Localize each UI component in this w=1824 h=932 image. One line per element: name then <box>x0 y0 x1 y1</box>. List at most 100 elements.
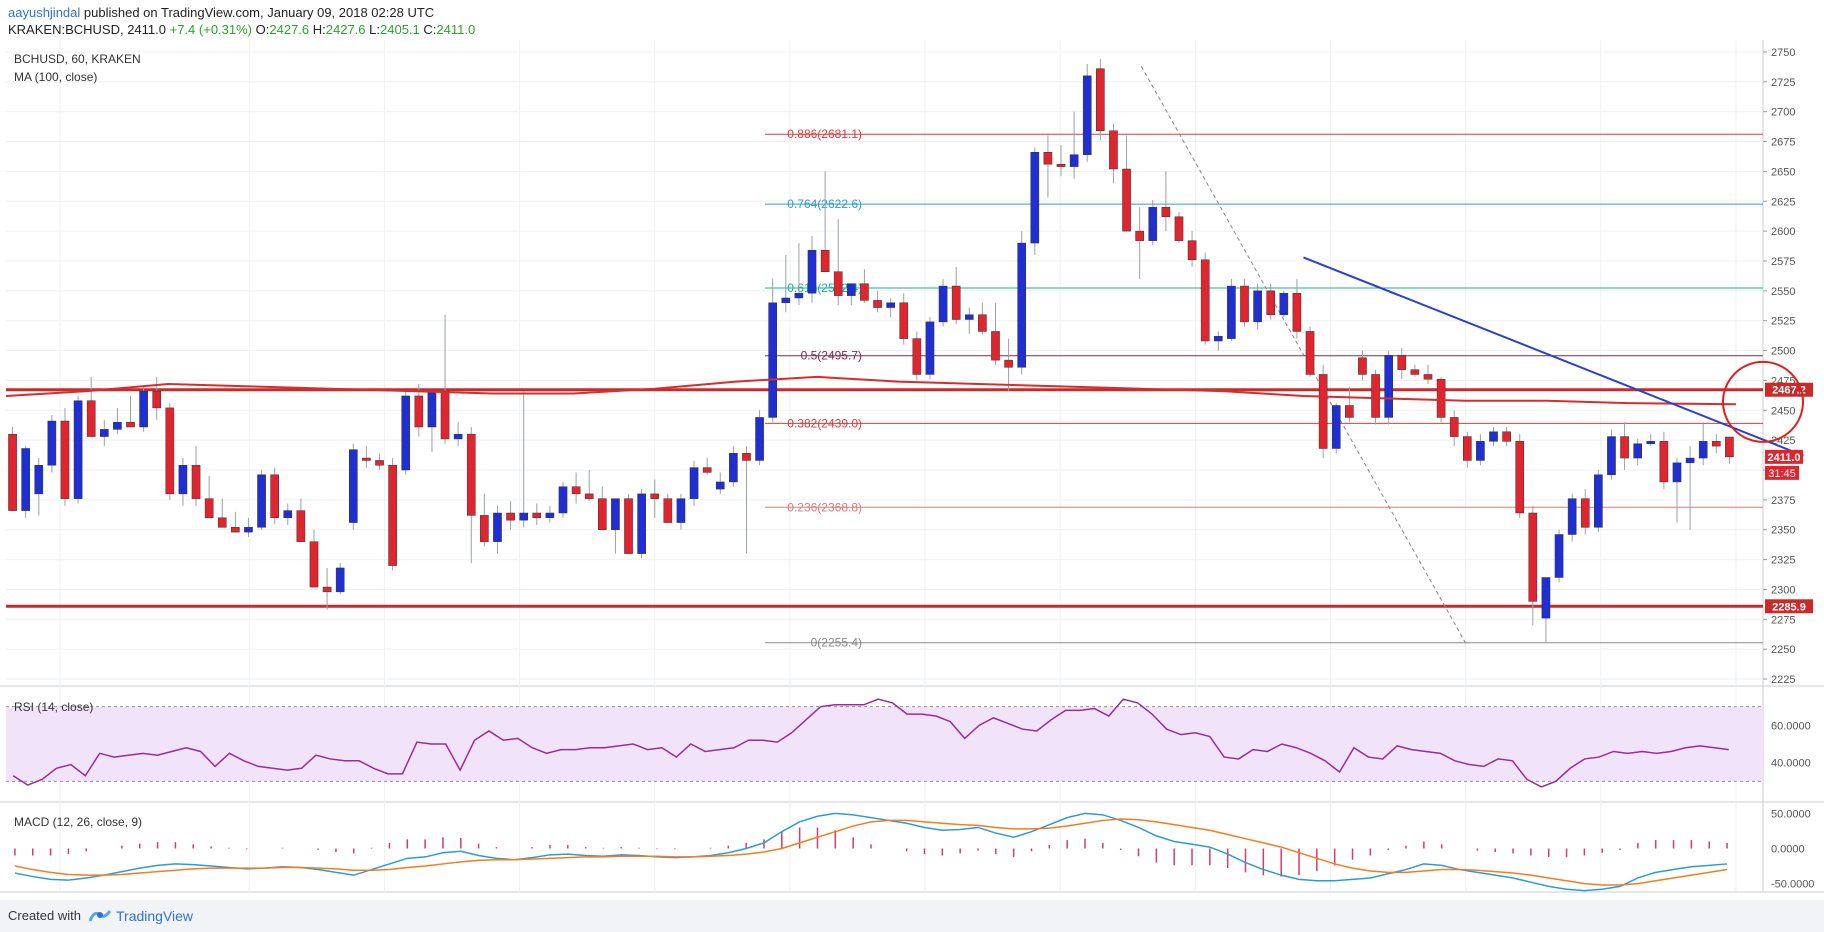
candle[interactable] <box>991 331 1000 361</box>
candle[interactable] <box>86 400 96 437</box>
candle[interactable] <box>139 390 148 428</box>
candle[interactable] <box>60 420 70 499</box>
candle[interactable] <box>663 498 673 523</box>
candle[interactable] <box>676 498 686 523</box>
candle[interactable] <box>715 481 725 490</box>
candle[interactable] <box>244 527 253 533</box>
candle[interactable] <box>388 464 397 566</box>
candle[interactable] <box>1672 462 1682 483</box>
candle[interactable] <box>466 433 476 516</box>
candle[interactable] <box>558 486 568 514</box>
candle[interactable] <box>427 390 437 428</box>
candle[interactable] <box>1305 331 1315 375</box>
candle[interactable] <box>1607 436 1616 476</box>
candle[interactable] <box>73 400 83 499</box>
candle[interactable] <box>1633 443 1642 459</box>
candle[interactable] <box>1358 357 1367 375</box>
candle[interactable] <box>978 314 987 332</box>
candle[interactable] <box>362 457 371 461</box>
candle[interactable] <box>1371 374 1380 418</box>
candle[interactable] <box>1384 355 1393 418</box>
candle[interactable] <box>1476 441 1485 461</box>
candle[interactable] <box>650 493 660 499</box>
candle[interactable] <box>8 433 17 511</box>
candle[interactable] <box>1056 163 1066 167</box>
candle[interactable] <box>1213 335 1223 342</box>
chart-area[interactable]: 2225225022752300232523502375240024252450… <box>0 40 1824 900</box>
candle[interactable] <box>1554 534 1564 578</box>
candle[interactable] <box>309 541 319 588</box>
candle[interactable] <box>1685 457 1695 464</box>
candle[interactable] <box>611 498 620 530</box>
candle[interactable] <box>1266 290 1276 315</box>
candle[interactable] <box>47 420 57 466</box>
candle[interactable] <box>545 512 555 519</box>
candle[interactable] <box>1017 242 1027 368</box>
candle[interactable] <box>99 429 109 437</box>
candle[interactable] <box>1331 405 1341 449</box>
candle[interactable] <box>1345 405 1354 418</box>
candle[interactable] <box>126 421 135 428</box>
candle[interactable] <box>1698 441 1708 459</box>
candle[interactable] <box>1187 240 1197 261</box>
candle[interactable] <box>191 464 201 499</box>
author-link[interactable]: aayushjindal <box>8 5 81 20</box>
candle[interactable] <box>1594 474 1603 528</box>
candle[interactable] <box>794 292 804 299</box>
candle[interactable] <box>519 512 528 521</box>
candle[interactable] <box>1489 431 1498 442</box>
candle[interactable] <box>1292 292 1302 332</box>
candle[interactable] <box>1200 259 1210 342</box>
candle[interactable] <box>270 474 279 519</box>
candle[interactable] <box>296 510 306 542</box>
candle[interactable] <box>1515 441 1525 514</box>
candle[interactable] <box>1711 441 1721 447</box>
candle[interactable] <box>624 498 633 554</box>
candle[interactable] <box>401 395 411 471</box>
candle[interactable] <box>1502 431 1511 442</box>
candle[interactable] <box>584 493 594 499</box>
candle[interactable] <box>1069 154 1079 167</box>
candle[interactable] <box>283 510 293 519</box>
candle[interactable] <box>231 527 240 533</box>
candle[interactable] <box>951 285 961 320</box>
candle[interactable] <box>1449 417 1459 437</box>
candle[interactable] <box>912 338 922 375</box>
candle[interactable] <box>480 515 489 542</box>
candle[interactable] <box>755 417 764 461</box>
candle[interactable] <box>873 300 882 308</box>
candle[interactable] <box>637 493 646 554</box>
candle[interactable] <box>860 283 869 301</box>
candle[interactable] <box>335 567 345 593</box>
candle[interactable] <box>1043 152 1053 165</box>
candle[interactable] <box>414 395 424 428</box>
candle[interactable] <box>1436 378 1446 418</box>
candle[interactable] <box>165 407 175 495</box>
candle[interactable] <box>1567 498 1577 535</box>
candle[interactable] <box>781 297 791 304</box>
candle[interactable] <box>1580 498 1590 528</box>
candle[interactable] <box>453 433 463 440</box>
candle[interactable] <box>1462 436 1472 461</box>
candle[interactable] <box>532 512 542 519</box>
trendline[interactable] <box>1303 256 1804 457</box>
candle[interactable] <box>1279 292 1289 315</box>
candle[interactable] <box>217 517 227 528</box>
candle[interactable] <box>1725 436 1734 458</box>
candle[interactable] <box>1253 290 1262 323</box>
candle[interactable] <box>21 448 30 511</box>
candle[interactable] <box>1646 441 1656 444</box>
candle[interactable] <box>204 498 214 519</box>
candle[interactable] <box>1620 436 1629 459</box>
candle[interactable] <box>964 314 974 320</box>
candle[interactable] <box>506 512 515 521</box>
candle[interactable] <box>1240 285 1249 323</box>
candle[interactable] <box>1659 441 1669 483</box>
candle[interactable] <box>1410 369 1420 375</box>
candle[interactable] <box>1423 374 1433 380</box>
candle[interactable] <box>938 285 948 323</box>
candle[interactable] <box>34 464 44 495</box>
candle[interactable] <box>1397 355 1407 370</box>
candle[interactable] <box>571 486 581 495</box>
candle[interactable] <box>1030 152 1040 244</box>
